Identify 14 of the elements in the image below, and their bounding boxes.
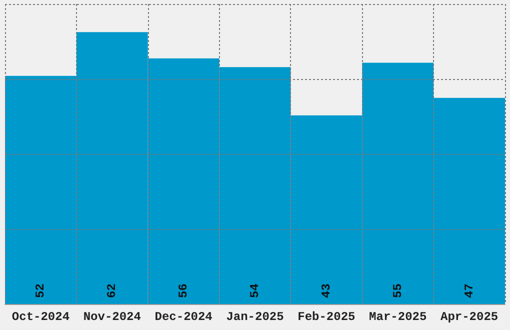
- data-label: 54: [248, 284, 262, 298]
- x-tick-label: Apr-2025: [440, 310, 498, 324]
- x-tick-label: Nov-2024: [83, 310, 141, 324]
- data-label: 62: [105, 284, 120, 298]
- x-tick-label: Mar-2025: [369, 310, 427, 324]
- data-label: 43: [319, 284, 334, 298]
- x-tick-label: Oct-2024: [12, 310, 70, 324]
- data-label: 56: [176, 284, 191, 298]
- x-tick-label: Dec-2024: [154, 310, 212, 324]
- data-label: 55: [390, 284, 405, 298]
- x-tick-label: Feb-2025: [298, 310, 356, 324]
- data-label: 52: [34, 284, 48, 298]
- data-label: 47: [462, 284, 476, 298]
- x-tick-label: Jan-2025: [226, 310, 284, 324]
